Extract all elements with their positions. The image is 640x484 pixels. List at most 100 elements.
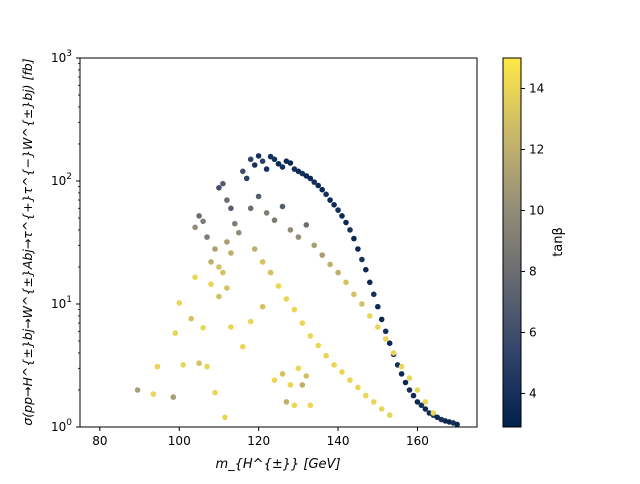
scatter-point [307, 175, 314, 182]
scatter-point [418, 402, 425, 409]
scatter-point [259, 259, 266, 265]
x-tick-label: 120 [247, 434, 270, 448]
colorbar-tick-label: 4 [529, 386, 537, 400]
scatter-point [200, 218, 206, 225]
scatter-point [291, 402, 298, 409]
scatter-point [240, 168, 246, 175]
scatter-point [283, 296, 290, 302]
scatter-point [299, 320, 306, 326]
scatter-point [180, 362, 186, 368]
scatter-point [323, 352, 329, 359]
scatter-point [295, 234, 302, 240]
scatter-point [240, 343, 246, 350]
scatter-point [335, 207, 341, 213]
colorbar-label: tanβ [551, 227, 566, 257]
scatter-point [279, 164, 286, 170]
scatter-point [335, 269, 341, 276]
scatter-point [359, 301, 365, 307]
scatter-point [220, 180, 226, 187]
scatter-point [331, 202, 337, 208]
scatter-point [267, 153, 274, 160]
scatter-point [319, 252, 326, 258]
scatter-point [247, 156, 254, 163]
scatter-point [212, 246, 218, 252]
scatter-point [359, 256, 365, 263]
scatter-point [410, 392, 417, 399]
scatter-point [382, 336, 389, 342]
scatter-point [251, 246, 258, 252]
scatter-point [375, 324, 381, 330]
scatter-point [271, 217, 278, 223]
scatter-point [275, 283, 282, 289]
scatter-point [216, 293, 222, 300]
scatter-point [327, 261, 333, 268]
scatter-point [347, 377, 353, 384]
scatter-point [271, 156, 278, 163]
scatter-point [228, 324, 234, 330]
scatter-point [287, 227, 294, 233]
scatter-point [251, 162, 258, 168]
x-tick-label: 160 [406, 434, 429, 448]
scatter-point [196, 213, 202, 219]
scatter-point [287, 382, 294, 388]
scatter-point [267, 269, 274, 276]
y-axis: 100 101 102 103 [51, 49, 80, 434]
colorbar-tick-label: 6 [529, 325, 537, 339]
scatter-point [406, 375, 413, 381]
colorbar-ticks: 4 6 8 10 12 14 [521, 81, 544, 400]
scatter-point [196, 360, 202, 367]
scatter-point [275, 161, 282, 167]
y-tick-label: 102 [51, 172, 72, 188]
scatter-point [150, 391, 157, 397]
scatter-point [303, 222, 310, 228]
scatter-point [263, 166, 270, 172]
scatter-point [367, 313, 373, 319]
scatter-point [339, 369, 345, 375]
colorbar-tick-label: 8 [529, 264, 537, 278]
colorbar-tick-label: 14 [529, 81, 544, 95]
scatter-point [323, 191, 329, 198]
y-tick-label: 103 [51, 49, 72, 65]
colorbar [502, 57, 522, 428]
scatter-point [378, 316, 385, 323]
scatter-point [355, 246, 361, 252]
scatter-point [279, 371, 286, 377]
colorbar-tick-label: 12 [529, 142, 544, 156]
scatter-point [303, 173, 310, 179]
scatter-point [259, 158, 266, 164]
x-tick-label: 140 [327, 434, 350, 448]
scatter-point [378, 406, 385, 412]
scatter-point [192, 224, 198, 231]
scatter-point [331, 362, 337, 368]
x-tick-label: 80 [92, 434, 107, 448]
scatter-point [402, 379, 409, 386]
scatter-point [224, 239, 230, 245]
scatter-point [176, 300, 183, 306]
scatter-point [315, 182, 322, 189]
scatter-point [398, 371, 405, 377]
scatter-point [283, 399, 290, 405]
scatter-point [224, 285, 230, 291]
scatter-point [307, 402, 314, 409]
scatter-point [188, 315, 194, 322]
y-axis-label: σ(pp→H^{±}bj→W^{±}Abj→τ^{+}τ^{−}W^{±}bj)… [20, 58, 35, 425]
scatter-point [263, 210, 270, 216]
scatter-point [355, 384, 361, 391]
scatter-point [134, 387, 141, 393]
scatter-point [192, 274, 198, 281]
scatter-point [220, 269, 226, 276]
scatter-point [398, 363, 405, 370]
scatter-point [343, 219, 349, 226]
scatter-point [422, 406, 429, 412]
scatter-point [200, 325, 206, 331]
scatter-point [386, 340, 393, 347]
scatter-point [216, 185, 222, 191]
scatter-point [291, 306, 298, 313]
scatter-point [236, 229, 242, 236]
scatter-point [386, 412, 393, 418]
scatter-point [299, 382, 306, 388]
scatter-point [212, 389, 218, 396]
scatter-point [371, 399, 377, 405]
